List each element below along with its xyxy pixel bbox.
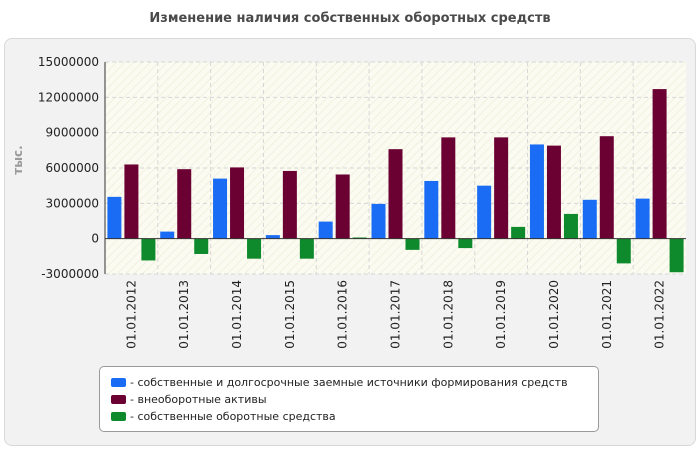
bar	[599, 136, 614, 239]
bar	[494, 137, 509, 239]
bar	[563, 213, 578, 239]
bar	[352, 237, 367, 239]
y-axis-label: тыс.	[11, 145, 25, 174]
bar	[230, 167, 245, 239]
legend-item: - внеоборотные активы	[111, 391, 598, 408]
y-tick-label: 15000000	[38, 55, 99, 69]
bar	[635, 198, 650, 239]
bar	[124, 164, 139, 239]
x-tick-label: 01.01.2015	[283, 280, 297, 349]
bar	[247, 238, 262, 259]
x-tick-label: 01.01.2014	[230, 280, 244, 349]
bar	[318, 221, 333, 239]
bar	[299, 238, 314, 259]
bar	[213, 178, 228, 239]
x-tick-label: 01.01.2022	[653, 280, 667, 349]
legend-label: - внеоборотные активы	[130, 393, 267, 406]
legend-item: - собственные оборотные средства	[111, 408, 598, 425]
x-tick-label: 01.01.2020	[547, 280, 561, 349]
x-tick-label: 01.01.2017	[389, 280, 403, 349]
y-tick-label: 12000000	[38, 90, 99, 104]
legend-swatch	[111, 378, 126, 387]
bar	[405, 238, 420, 250]
bar	[616, 238, 631, 264]
y-tick-label: -3000000	[41, 267, 99, 281]
bar	[141, 238, 156, 261]
bar	[511, 226, 526, 239]
y-tick-label: 6000000	[46, 161, 99, 175]
bar	[546, 145, 561, 239]
legend-label: - собственные и долгосрочные заемные ист…	[130, 376, 568, 389]
bar	[335, 174, 350, 239]
bar	[194, 238, 209, 254]
bar	[669, 238, 684, 273]
y-tick-label: 0	[91, 232, 99, 246]
legend-label: - собственные оборотные средства	[130, 410, 336, 423]
x-tick-label: 01.01.2012	[124, 280, 138, 349]
bar	[177, 169, 192, 239]
bar	[458, 238, 473, 249]
bar	[424, 180, 439, 239]
chart-title: Изменение наличия собственных оборотных …	[149, 11, 551, 26]
y-tick-label: 3000000	[46, 196, 99, 210]
bar	[529, 144, 544, 239]
legend-item: - собственные и долгосрочные заемные ист…	[111, 374, 598, 391]
legend-swatch	[111, 412, 126, 421]
legend-swatch	[111, 395, 126, 404]
bar	[388, 149, 403, 239]
bar	[265, 235, 280, 239]
bar	[282, 170, 297, 239]
bar	[652, 89, 667, 239]
bar	[582, 199, 597, 239]
x-tick-label: 01.01.2013	[177, 280, 191, 349]
chart-legend: - собственные и долгосрочные заемные ист…	[99, 366, 599, 432]
x-tick-label: 01.01.2016	[336, 280, 350, 349]
x-tick-label: 01.01.2018	[441, 280, 455, 349]
x-tick-label: 01.01.2019	[494, 280, 508, 349]
bar	[160, 231, 175, 239]
bar	[107, 196, 122, 239]
x-tick-label: 01.01.2021	[600, 280, 614, 349]
bar	[477, 185, 492, 239]
y-tick-label: 9000000	[46, 126, 99, 140]
bar	[371, 203, 386, 239]
bar	[441, 137, 456, 239]
